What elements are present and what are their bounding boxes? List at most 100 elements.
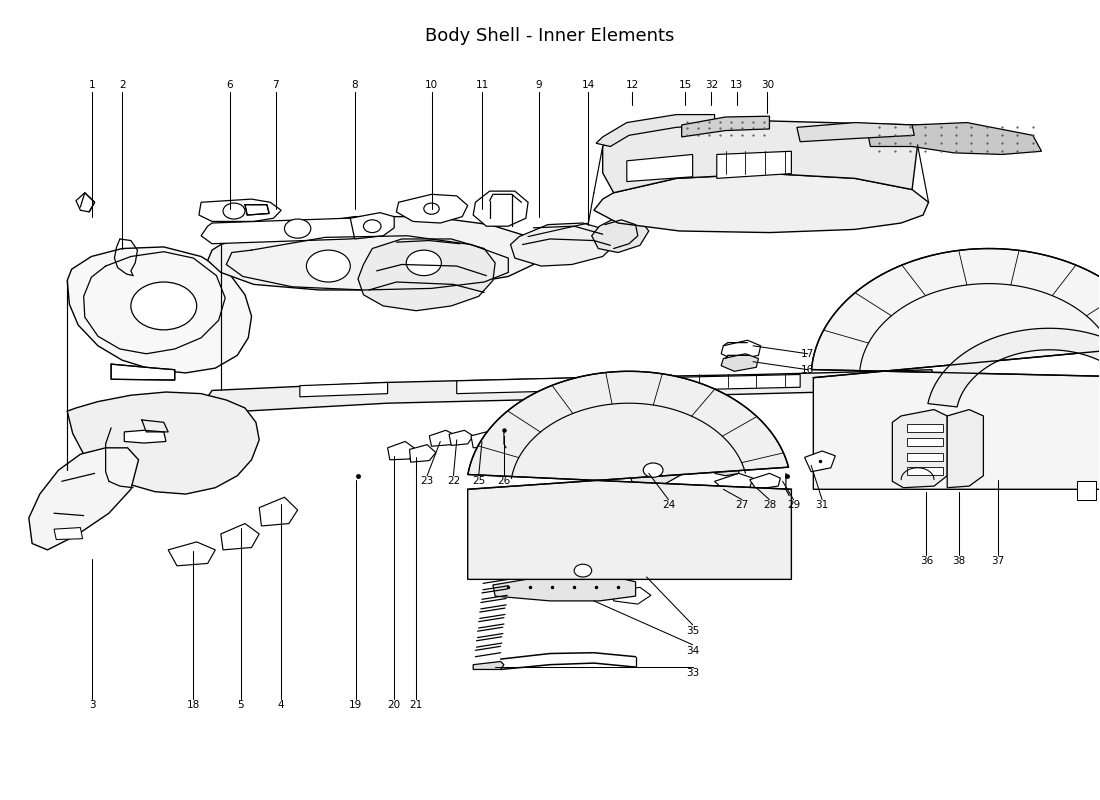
Polygon shape [928,328,1100,407]
Polygon shape [67,392,260,494]
Polygon shape [537,561,618,579]
Text: 18: 18 [187,699,200,710]
Polygon shape [245,205,270,215]
Text: 29: 29 [786,500,800,510]
Polygon shape [29,448,139,550]
Text: 21: 21 [409,699,422,710]
Polygon shape [892,410,947,488]
Text: 38: 38 [953,556,966,566]
Text: 8: 8 [351,80,358,90]
Text: 28: 28 [762,500,777,510]
Text: 25: 25 [472,476,485,486]
Polygon shape [596,114,715,146]
Text: 2: 2 [119,80,125,90]
Polygon shape [300,382,387,397]
Text: 5: 5 [238,699,244,710]
Text: 24: 24 [662,500,675,510]
Circle shape [363,220,381,233]
Polygon shape [387,442,416,460]
Polygon shape [471,432,495,448]
Polygon shape [658,374,800,390]
Text: Body Shell - Inner Elements: Body Shell - Inner Elements [426,27,674,45]
Text: 3: 3 [89,699,96,710]
Text: 11: 11 [475,80,488,90]
Text: 23: 23 [420,476,433,486]
Polygon shape [208,217,541,290]
Polygon shape [812,249,1100,490]
Text: 19: 19 [349,699,362,710]
Text: 37: 37 [991,556,1004,566]
Polygon shape [429,430,456,446]
Polygon shape [358,239,495,310]
Text: 12: 12 [626,80,639,90]
Polygon shape [750,474,780,490]
Text: 33: 33 [686,668,700,678]
Polygon shape [715,474,754,492]
Polygon shape [906,467,943,475]
Polygon shape [67,247,252,373]
Polygon shape [396,194,468,223]
Text: 17: 17 [801,349,814,358]
Text: 10: 10 [425,80,438,90]
Circle shape [223,203,245,219]
Text: 7: 7 [273,80,279,90]
Text: 6: 6 [227,80,233,90]
Polygon shape [627,154,693,182]
Text: 30: 30 [761,80,773,90]
Polygon shape [456,378,583,394]
Text: 31: 31 [815,500,828,510]
Circle shape [424,203,439,214]
Circle shape [574,564,592,577]
Polygon shape [796,122,914,142]
Polygon shape [510,223,616,266]
Text: 32: 32 [705,80,718,90]
Polygon shape [142,420,168,432]
Polygon shape [493,574,636,601]
Text: 15: 15 [679,80,692,90]
Polygon shape [804,451,835,472]
Polygon shape [468,371,791,579]
Polygon shape [636,452,680,468]
Text: 20: 20 [387,699,400,710]
Polygon shape [594,174,928,233]
Text: 14: 14 [582,80,595,90]
Text: 13: 13 [730,80,744,90]
Text: 16: 16 [801,365,814,374]
Polygon shape [473,662,504,670]
Polygon shape [906,424,943,432]
Polygon shape [54,527,82,539]
Polygon shape [592,217,649,253]
Polygon shape [449,430,473,446]
Polygon shape [168,542,216,566]
Polygon shape [722,340,761,360]
Text: 4: 4 [278,699,285,710]
Polygon shape [199,199,282,222]
Polygon shape [722,354,759,371]
Polygon shape [221,523,260,550]
Text: 9: 9 [536,80,542,90]
Text: 35: 35 [686,626,700,636]
Polygon shape [201,218,387,244]
Polygon shape [717,151,791,178]
Polygon shape [201,370,934,413]
Polygon shape [947,410,983,488]
Circle shape [307,250,350,282]
Polygon shape [350,213,394,239]
Polygon shape [868,122,1042,154]
Polygon shape [906,453,943,461]
Circle shape [406,250,441,276]
Polygon shape [614,587,651,604]
Text: 22: 22 [447,476,460,486]
Polygon shape [260,498,298,526]
Text: 34: 34 [686,646,700,656]
Polygon shape [682,116,769,137]
Circle shape [285,219,311,238]
Polygon shape [603,121,917,193]
Polygon shape [473,191,528,226]
Polygon shape [76,193,95,212]
Polygon shape [1077,482,1097,500]
Text: 27: 27 [736,500,749,510]
Text: 26: 26 [497,476,510,486]
Polygon shape [409,445,436,462]
Text: 36: 36 [920,556,933,566]
